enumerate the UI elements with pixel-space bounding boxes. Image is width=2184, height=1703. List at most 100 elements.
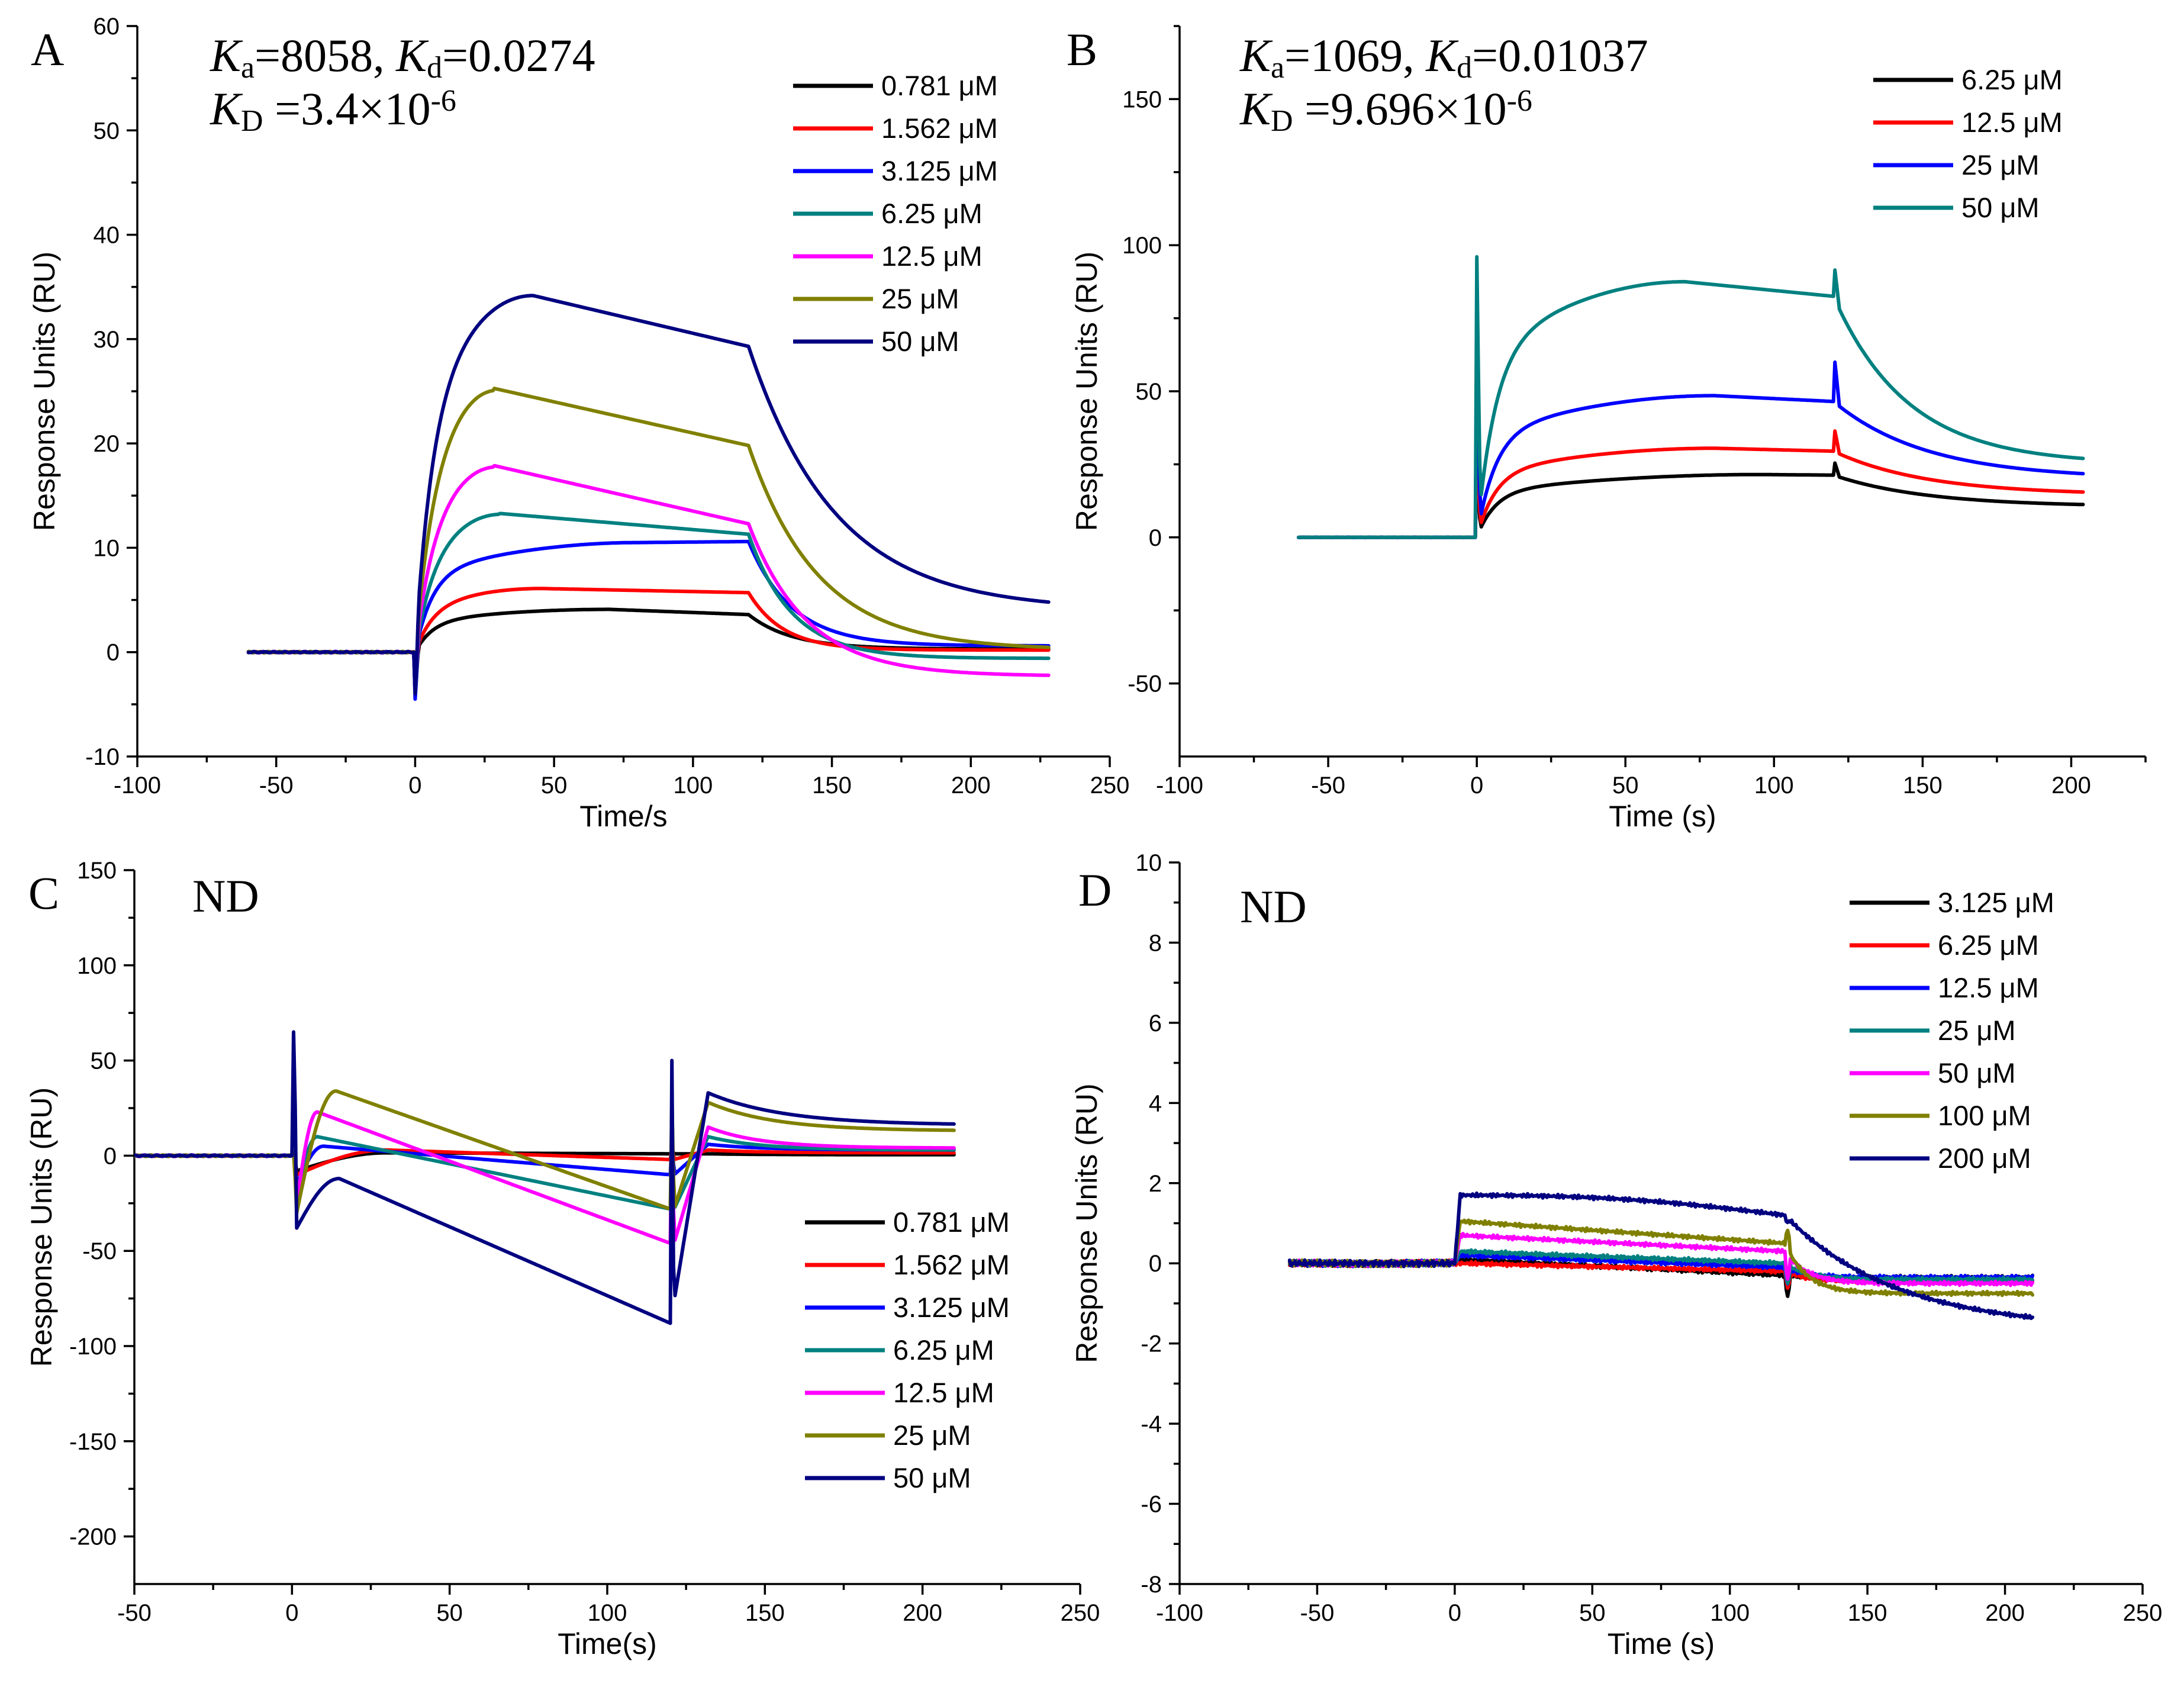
y-tick-label: 0 <box>107 640 120 666</box>
legend: 0.781 μM 1.562 μM 3.125 μM 6.25 μM 12.5 μM 25… <box>805 1206 1010 1493</box>
legend-label: 25 μM <box>881 283 959 314</box>
y-tick-label: -4 <box>1141 1411 1162 1437</box>
panel-d: -100 -50 0 50 100 150 200 250 -8 -6 -4 -2 0 2 4 6 8 10 Tim… <box>1070 850 2162 1660</box>
series-line-50-um <box>134 1030 956 1325</box>
x-tick-label: 250 <box>1061 1600 1100 1626</box>
y-tick-label: 150 <box>1122 86 1162 112</box>
y-tick-label: 50 <box>91 1048 117 1074</box>
legend: 3.125 μM 6.25 μM 12.5 μM 25 μM 50 μM 100 μM 20… <box>1850 887 2054 1174</box>
y-tick-label: 60 <box>94 14 120 40</box>
x-axis-title: Time (s) <box>1609 800 1716 833</box>
x-tick-label: -50 <box>1311 772 1345 799</box>
x-tick-label: 0 <box>1470 772 1483 799</box>
y-tick-label: -50 <box>82 1238 117 1264</box>
y-tick-label: 100 <box>77 953 117 979</box>
panel-letter: B <box>1067 24 1097 75</box>
kinetics-annotation: Ka=1069, Kd=0.01037 <box>1239 30 1648 85</box>
legend-label: 0.781 μM <box>881 70 998 101</box>
series-line-200-um <box>1287 1191 2035 1321</box>
x-tick-label: 100 <box>588 1600 627 1626</box>
y-tick-label: 30 <box>94 327 120 353</box>
legend-label: 25 μM <box>1938 1015 2016 1046</box>
y-tick-label: -2 <box>1141 1331 1162 1357</box>
x-tick-label: 250 <box>1090 772 1130 799</box>
series-line-3.125-um <box>134 1135 956 1186</box>
y-tick-label: 10 <box>1136 850 1162 876</box>
series-group <box>1296 255 2085 540</box>
panel-letter: A <box>31 24 64 75</box>
y-tick-label: -200 <box>69 1524 117 1550</box>
y-tick-label: 100 <box>1122 233 1162 259</box>
series-line-25-um <box>246 387 1051 685</box>
y-axis-title: Response Units (RU) <box>25 1087 58 1367</box>
series-group <box>246 294 1051 701</box>
x-tick-label: 200 <box>903 1600 942 1626</box>
y-tick-label: -6 <box>1141 1492 1162 1518</box>
y-tick-label: 50 <box>94 118 120 144</box>
x-tick-label: 0 <box>285 1600 298 1626</box>
series-group <box>1287 1191 2035 1321</box>
legend-label: 100 μM <box>1938 1100 2031 1131</box>
legend-label: 50 μM <box>881 326 959 357</box>
legend-label: 50 μM <box>893 1462 971 1493</box>
panel-b: -100 -50 0 50 100 150 200 -50 0 50 100 150 Time (s) R… <box>1067 24 2147 833</box>
legend-label: 1.562 μM <box>881 112 998 144</box>
legend-label: 25 μM <box>1961 149 2040 181</box>
legend: 0.781 μM 1.562 μM 3.125 μM 6.25 μM 12.5 μM 25… <box>793 70 998 357</box>
x-tick-label: -50 <box>1300 1600 1335 1626</box>
y-tick-label: -150 <box>69 1429 117 1455</box>
panel-letter: C <box>28 867 59 919</box>
y-tick-label: 4 <box>1149 1090 1162 1116</box>
y-tick-label: 8 <box>1149 930 1162 956</box>
x-tick-label: 150 <box>812 772 852 799</box>
legend-label: 6.25 μM <box>881 198 983 229</box>
x-axis-title: Time (s) <box>1608 1627 1715 1660</box>
y-axis-title: Response Units (RU) <box>1070 1083 1103 1363</box>
legend-label: 3.125 μM <box>1938 887 2054 918</box>
series-line-12.5-um <box>1296 421 2085 540</box>
legend-label: 12.5 μM <box>893 1377 994 1408</box>
x-tick-label: 200 <box>2051 772 2091 799</box>
x-tick-label: 200 <box>951 772 991 799</box>
x-tick-label: 50 <box>541 772 568 799</box>
x-tick-label: -100 <box>1156 772 1203 799</box>
kinetics-annotation: KD =9.696×10-6 <box>1239 83 1532 138</box>
legend-label: 6.25 μM <box>1961 64 2063 95</box>
y-tick-label: -50 <box>1128 671 1162 697</box>
y-tick-label: -8 <box>1141 1572 1162 1598</box>
x-tick-label: 0 <box>1448 1600 1461 1626</box>
legend: 6.25 μM 12.5 μM 25 μM 50 μM <box>1873 64 2063 223</box>
y-tick-label: 150 <box>77 858 117 884</box>
legend-label: 12.5 μM <box>1938 972 2039 1003</box>
legend-label: 12.5 μM <box>1961 107 2063 138</box>
y-tick-label: -10 <box>85 744 120 770</box>
legend-label: 50 μM <box>1938 1057 2016 1089</box>
series-line-6.25-um <box>246 511 1051 696</box>
legend-label: 200 μM <box>1938 1142 2031 1174</box>
kinetics-annotation: KD =3.4×10-6 <box>210 83 456 138</box>
x-tick-label: 50 <box>1612 772 1639 799</box>
y-tick-label: 0 <box>1149 1251 1162 1277</box>
x-tick-label: 200 <box>1985 1600 2025 1626</box>
y-axis-title: Response Units (RU) <box>28 252 61 531</box>
legend-label: 0.781 μM <box>893 1206 1010 1238</box>
x-tick-label: 100 <box>1754 772 1794 799</box>
y-tick-label: 50 <box>1136 379 1162 405</box>
x-tick-label: 100 <box>1710 1600 1750 1626</box>
x-tick-label: 150 <box>745 1600 785 1626</box>
y-tick-label: 20 <box>94 431 120 457</box>
not-determined-label: ND <box>1240 881 1307 932</box>
legend-label: 12.5 μM <box>881 240 983 272</box>
legend-label: 6.25 μM <box>1938 929 2039 961</box>
x-axis-title: Time(s) <box>558 1627 657 1660</box>
legend-label: 3.125 μM <box>893 1292 1010 1323</box>
series-line-50-um <box>1296 255 2085 539</box>
panel-a: -100 -50 0 50 100 150 200 250-100102030405060Ti… <box>28 14 1129 833</box>
y-tick-label: -100 <box>69 1334 117 1360</box>
y-tick-label: 2 <box>1149 1171 1162 1197</box>
legend-label: 25 μM <box>893 1419 971 1451</box>
series-group <box>134 1030 956 1325</box>
not-determined-label: ND <box>192 870 259 922</box>
x-tick-label: 150 <box>1848 1600 1887 1626</box>
legend-label: 50 μM <box>1961 192 2040 223</box>
